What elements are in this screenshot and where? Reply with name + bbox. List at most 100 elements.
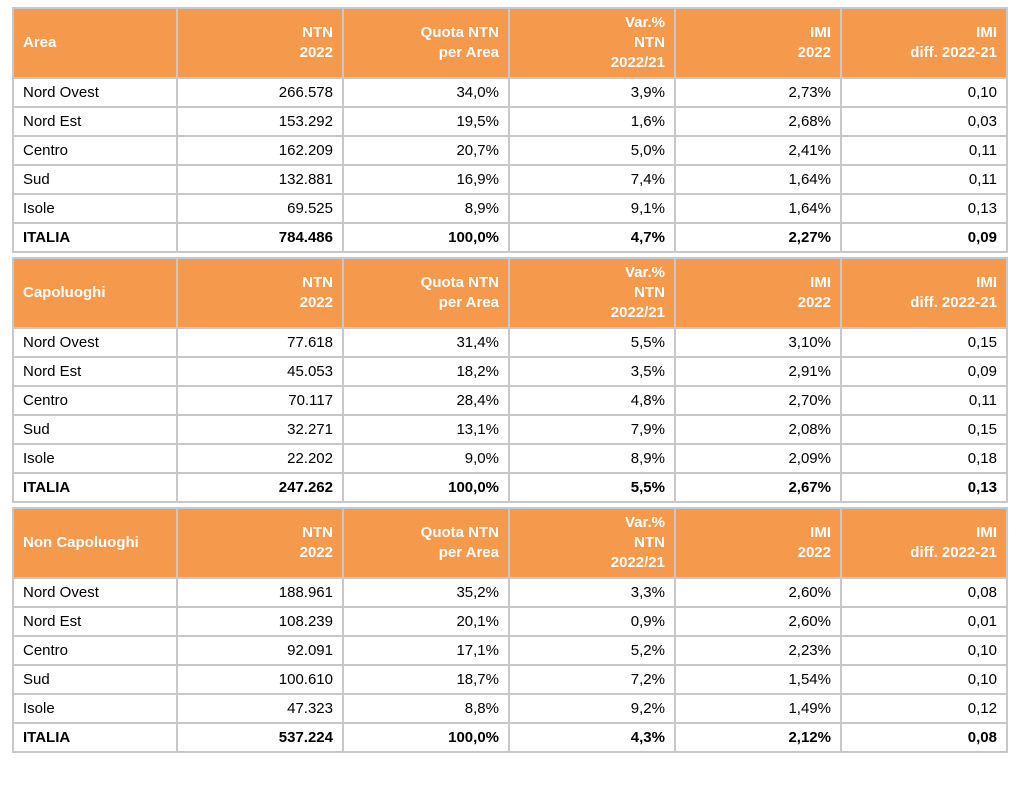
imi-diff-cell: 0,12 xyxy=(840,693,1008,724)
column-header-var-ntn: Var.% NTN 2022/21 xyxy=(508,507,676,579)
imi-cell: 2,41% xyxy=(674,135,842,166)
table-row: Sud 100.610 18,7% 7,2% 1,54% 0,10 xyxy=(12,664,1008,695)
table-row: Sud 32.271 13,1% 7,9% 2,08% 0,15 xyxy=(12,414,1008,445)
total-quota-cell: 100,0% xyxy=(342,222,510,253)
quota-cell: 18,2% xyxy=(342,356,510,387)
var-cell: 9,1% xyxy=(508,193,676,224)
table-row: Nord Ovest 266.578 34,0% 3,9% 2,73% 0,10 xyxy=(12,77,1008,108)
column-header-imi-diff: IMI diff. 2022-21 xyxy=(840,257,1008,329)
total-imi-cell: 2,67% xyxy=(674,472,842,503)
ntn-cell: 77.618 xyxy=(176,327,344,358)
ntn-cell: 108.239 xyxy=(176,606,344,637)
var-cell: 7,2% xyxy=(508,664,676,695)
var-cell: 3,9% xyxy=(508,77,676,108)
total-row: ITALIA 247.262 100,0% 5,5% 2,67% 0,13 xyxy=(12,472,1008,503)
table-row: Nord Ovest 188.961 35,2% 3,3% 2,60% 0,08 xyxy=(12,577,1008,608)
total-imi-cell: 2,27% xyxy=(674,222,842,253)
area-cell: Isole xyxy=(12,693,178,724)
imi-diff-cell: 0,09 xyxy=(840,356,1008,387)
imi-cell: 2,68% xyxy=(674,106,842,137)
area-cell: Nord Ovest xyxy=(12,77,178,108)
ntn-cell: 92.091 xyxy=(176,635,344,666)
var-cell: 5,2% xyxy=(508,635,676,666)
section-header-row: Non Capoluoghi NTN 2022 Quota NTN per Ar… xyxy=(12,507,1008,579)
imi-diff-cell: 0,11 xyxy=(840,385,1008,416)
var-cell: 4,8% xyxy=(508,385,676,416)
ntn-cell: 100.610 xyxy=(176,664,344,695)
quota-cell: 18,7% xyxy=(342,664,510,695)
imi-cell: 1,49% xyxy=(674,693,842,724)
total-ntn-cell: 784.486 xyxy=(176,222,344,253)
total-row: ITALIA 537.224 100,0% 4,3% 2,12% 0,08 xyxy=(12,722,1008,753)
section-table: Area NTN 2022 Quota NTN per Area Var.% N… xyxy=(12,7,1008,253)
section-title: Capoluoghi xyxy=(12,257,178,329)
imi-cell: 2,70% xyxy=(674,385,842,416)
imi-diff-cell: 0,18 xyxy=(840,443,1008,474)
imi-diff-cell: 0,10 xyxy=(840,664,1008,695)
column-header-var-ntn: Var.% NTN 2022/21 xyxy=(508,257,676,329)
ntn-cell: 45.053 xyxy=(176,356,344,387)
var-cell: 3,5% xyxy=(508,356,676,387)
ntn-cell: 22.202 xyxy=(176,443,344,474)
ntn-cell: 153.292 xyxy=(176,106,344,137)
area-cell: Sud xyxy=(12,664,178,695)
quota-cell: 13,1% xyxy=(342,414,510,445)
var-cell: 7,4% xyxy=(508,164,676,195)
quota-cell: 34,0% xyxy=(342,77,510,108)
total-var-cell: 4,3% xyxy=(508,722,676,753)
var-cell: 9,2% xyxy=(508,693,676,724)
imi-cell: 2,08% xyxy=(674,414,842,445)
area-cell: Nord Est xyxy=(12,606,178,637)
column-header-ntn-2022: NTN 2022 xyxy=(176,7,344,79)
column-header-imi-diff: IMI diff. 2022-21 xyxy=(840,507,1008,579)
section-body: Nord Ovest 266.578 34,0% 3,9% 2,73% 0,10… xyxy=(12,77,1008,253)
total-var-cell: 4,7% xyxy=(508,222,676,253)
section-title: Area xyxy=(12,7,178,79)
area-cell: Centro xyxy=(12,385,178,416)
total-imi-diff-cell: 0,13 xyxy=(840,472,1008,503)
column-header-ntn-2022: NTN 2022 xyxy=(176,507,344,579)
total-area-cell: ITALIA xyxy=(12,472,178,503)
var-cell: 8,9% xyxy=(508,443,676,474)
quota-cell: 9,0% xyxy=(342,443,510,474)
quota-cell: 20,7% xyxy=(342,135,510,166)
var-cell: 0,9% xyxy=(508,606,676,637)
var-cell: 7,9% xyxy=(508,414,676,445)
area-cell: Isole xyxy=(12,193,178,224)
quota-cell: 28,4% xyxy=(342,385,510,416)
imi-cell: 2,91% xyxy=(674,356,842,387)
column-header-imi-2022: IMI 2022 xyxy=(674,257,842,329)
total-var-cell: 5,5% xyxy=(508,472,676,503)
section-title: Non Capoluoghi xyxy=(12,507,178,579)
total-area-cell: ITALIA xyxy=(12,222,178,253)
ntn-cell: 32.271 xyxy=(176,414,344,445)
total-quota-cell: 100,0% xyxy=(342,722,510,753)
imi-cell: 2,60% xyxy=(674,606,842,637)
total-ntn-cell: 247.262 xyxy=(176,472,344,503)
table-row: Isole 69.525 8,9% 9,1% 1,64% 0,13 xyxy=(12,193,1008,224)
imi-diff-cell: 0,15 xyxy=(840,327,1008,358)
var-cell: 3,3% xyxy=(508,577,676,608)
imi-cell: 1,64% xyxy=(674,164,842,195)
table-row: Nord Est 45.053 18,2% 3,5% 2,91% 0,09 xyxy=(12,356,1008,387)
total-imi-diff-cell: 0,08 xyxy=(840,722,1008,753)
ntn-cell: 266.578 xyxy=(176,77,344,108)
section-header-row: Area NTN 2022 Quota NTN per Area Var.% N… xyxy=(12,7,1008,79)
imi-cell: 1,64% xyxy=(674,193,842,224)
ntn-cell: 132.881 xyxy=(176,164,344,195)
var-cell: 5,0% xyxy=(508,135,676,166)
section-table: Capoluoghi NTN 2022 Quota NTN per Area V… xyxy=(12,257,1008,503)
total-imi-cell: 2,12% xyxy=(674,722,842,753)
table-row: Centro 92.091 17,1% 5,2% 2,23% 0,10 xyxy=(12,635,1008,666)
quota-cell: 19,5% xyxy=(342,106,510,137)
imi-cell: 1,54% xyxy=(674,664,842,695)
table-row: Nord Est 108.239 20,1% 0,9% 2,60% 0,01 xyxy=(12,606,1008,637)
quota-cell: 20,1% xyxy=(342,606,510,637)
total-imi-diff-cell: 0,09 xyxy=(840,222,1008,253)
total-quota-cell: 100,0% xyxy=(342,472,510,503)
section-table: Non Capoluoghi NTN 2022 Quota NTN per Ar… xyxy=(12,507,1008,753)
table-row: Isole 22.202 9,0% 8,9% 2,09% 0,18 xyxy=(12,443,1008,474)
ntn-cell: 188.961 xyxy=(176,577,344,608)
column-header-imi-2022: IMI 2022 xyxy=(674,507,842,579)
area-cell: Isole xyxy=(12,443,178,474)
